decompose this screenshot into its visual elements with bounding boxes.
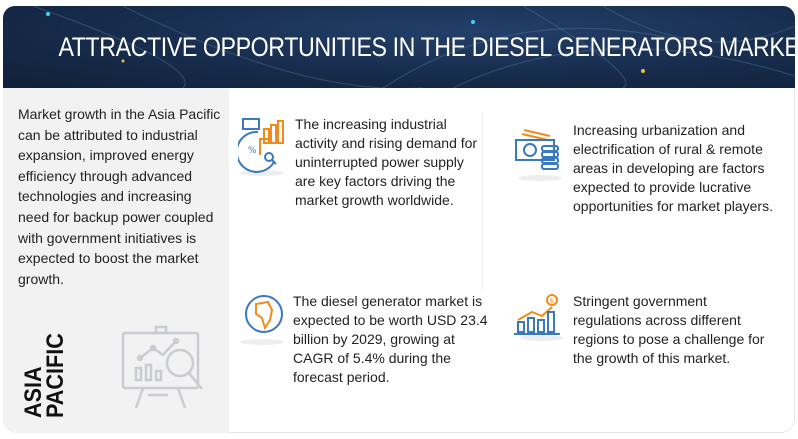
svg-text:$: $ [550, 297, 554, 305]
svg-text:%: % [248, 146, 257, 156]
column-divider [482, 112, 483, 292]
point-text-2: Increasing urbanization and electrificat… [573, 122, 773, 214]
region-description: Market growth in the Asia Pacific can be… [18, 106, 221, 287]
header-banner: ATTRACTIVE OPPORTUNITIES IN THE DIESEL G… [3, 6, 795, 88]
money-coins-icon [515, 129, 562, 181]
globe-africa-icon [240, 295, 284, 345]
point-text-3: The diesel generator market is expected … [293, 293, 488, 385]
point-text-1: The increasing industrial activity and r… [295, 116, 478, 208]
presentation-chart-magnifier-icon [121, 325, 203, 409]
bar-chart-dollar-icon: $ [514, 294, 564, 341]
region-line-2: PACIFIC [42, 333, 69, 418]
industrial-analytics-icon: % [238, 118, 284, 176]
banner-background-lines [32, 6, 795, 88]
region-panel: Market growth in the Asia Pacific can be… [3, 88, 229, 433]
region-label: ASIA PACIFIC [20, 333, 69, 418]
page-title: ATTRACTIVE OPPORTUNITIES IN THE DIESEL G… [58, 32, 795, 62]
point-text-4: Stringent government regulations across … [573, 293, 765, 366]
